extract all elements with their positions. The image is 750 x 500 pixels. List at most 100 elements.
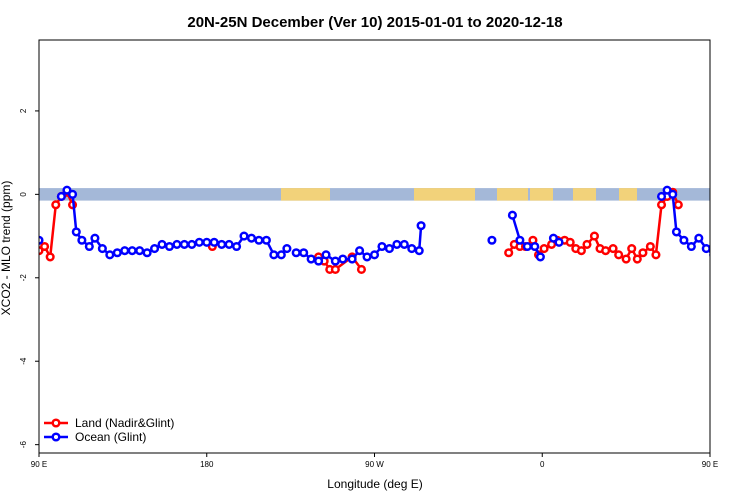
ocean-series-point [662, 185, 672, 195]
land-series-point [45, 252, 55, 262]
ocean-series-point [269, 250, 279, 260]
y-tick-label: -4 [19, 357, 28, 365]
ocean-series-point [68, 189, 78, 199]
ocean-series-point [232, 241, 242, 252]
ocean-series-point [71, 227, 81, 237]
ocean-series-point [407, 244, 417, 254]
plot-frame [38, 39, 711, 454]
ocean-series-point [282, 244, 292, 254]
x-tick-label: 0 [540, 460, 545, 469]
ocean-series-point [362, 252, 372, 262]
ocean-series-point [299, 248, 309, 258]
ocean-series-point [686, 241, 696, 252]
map-land-patch [530, 188, 553, 201]
ocean-series-line [660, 188, 710, 254]
ocean-series-point [150, 244, 160, 254]
ocean-series-point [217, 239, 227, 249]
land-series-point [608, 244, 618, 254]
y-axis-label: XCO2 - MLO trend (ppm) [0, 181, 13, 316]
ocean-series-point [709, 252, 710, 258]
ocean-series-point [77, 235, 87, 245]
legend-marker [51, 432, 61, 442]
y-tick-label: -2 [19, 274, 28, 282]
legend-label: Ocean (Glint) [75, 430, 146, 444]
ocean-series-point [507, 210, 517, 220]
ocean-series-point [314, 256, 324, 266]
y-tick-label: 0 [19, 192, 28, 197]
map-ocean-band [39, 188, 710, 201]
map-land-patch [414, 188, 475, 201]
ocean-series-point [487, 235, 497, 245]
series-layer [39, 185, 747, 274]
map-land-patch [497, 188, 528, 201]
map-land-patch [573, 188, 596, 201]
ocean-series-point [384, 244, 394, 254]
land-series-point [632, 254, 642, 264]
land-series-point [651, 250, 661, 260]
land-series-point [601, 246, 611, 256]
ocean-series-point [414, 246, 424, 256]
ocean-series-point [97, 244, 107, 254]
ocean-series-point [694, 233, 704, 243]
ocean-series-point [733, 247, 740, 254]
world-map-strip [39, 188, 710, 201]
ocean-series-point [530, 241, 540, 252]
ocean-series-point [202, 237, 212, 247]
chart-title: 20N-25N December (Ver 10) 2015-01-01 to … [187, 14, 562, 31]
ocean-series-point [291, 248, 301, 258]
ocean-series-point [535, 252, 545, 262]
ocean-series-point [338, 254, 348, 264]
ocean-series-point [164, 241, 175, 252]
x-axis-label: Longitude (deg E) [327, 477, 422, 491]
ocean-series-point [105, 250, 115, 260]
y-tick-label: 2 [19, 108, 28, 113]
ocean-series-point [276, 250, 286, 260]
ocean-series-point [135, 246, 145, 256]
ocean-series-point [416, 221, 426, 231]
x-tick-label: 90 E [702, 460, 718, 469]
ocean-series-point [522, 241, 532, 252]
ocean-series-point [246, 233, 257, 243]
land-series-point [589, 231, 599, 241]
ocean-series-point [194, 237, 204, 247]
ocean-series-point [668, 189, 678, 199]
ocean-series-point [392, 239, 402, 249]
x-tick-label: 180 [200, 460, 214, 469]
ocean-series-point [355, 246, 365, 256]
ocean-series-point [369, 250, 380, 260]
ocean-series-point [187, 239, 197, 249]
ocean-series-point [84, 241, 94, 252]
map-land-patch [281, 188, 300, 201]
ocean-series-point [740, 247, 747, 254]
ocean-series-point [718, 249, 725, 256]
land-series-point [638, 248, 648, 258]
ocean-series-point [224, 239, 234, 249]
land-series-point [576, 246, 586, 256]
land-series-point [356, 264, 367, 274]
ocean-series-point [701, 244, 710, 254]
ocean-series-point [56, 191, 66, 201]
land-series-point [539, 244, 549, 254]
ocean-series-point [254, 235, 264, 245]
ocean-series-point [90, 233, 100, 243]
ocean-series-point [656, 191, 667, 201]
ocean-series-point [347, 254, 357, 264]
map-land-patch [300, 188, 330, 201]
x-tick-label: 90 W [365, 460, 384, 469]
axis-ticks: 90 E 180 90 W 0 90 E 2 0 -2 -4 -6 [19, 108, 718, 469]
ocean-series-point [127, 246, 137, 256]
ocean-series-point [112, 248, 122, 258]
ocean-series-point [120, 246, 130, 256]
ocean-series-point [157, 239, 167, 249]
ocean-series-point [261, 235, 271, 245]
y-tick-label: -6 [19, 441, 28, 449]
land-series-point [656, 200, 667, 210]
ocean-series-point [548, 233, 558, 243]
land-series-point [627, 244, 637, 254]
land-series-point [614, 250, 624, 260]
ocean-series-point [142, 248, 152, 258]
legend-label: Land (Nadir&Glint) [75, 416, 174, 430]
ocean-series-point [671, 227, 682, 237]
ocean-series-point [179, 239, 189, 249]
